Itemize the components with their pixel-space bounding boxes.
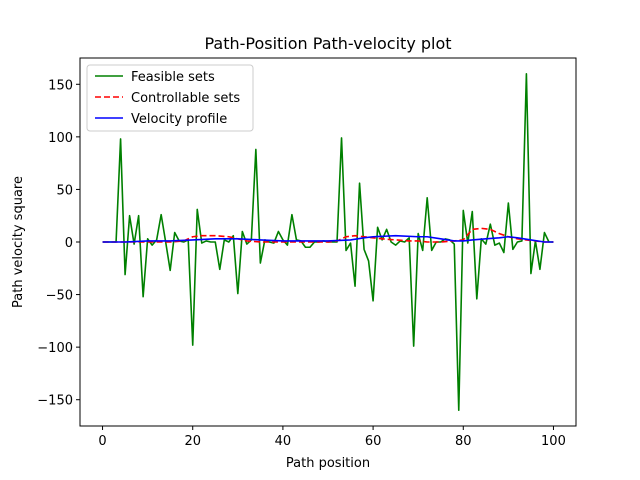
y-tick-label: 150	[48, 78, 73, 93]
y-tick-label: −50	[46, 289, 73, 304]
legend-label-2: Controllable sets	[131, 91, 240, 106]
x-tick-label: 80	[455, 434, 472, 449]
axes: 0 20 40 60 80 100 −150 −100 −50 0 50 100 150	[37, 57, 577, 449]
x-tick-label: 20	[184, 434, 201, 449]
legend: Feasible sets Controllable sets Velocity p…	[86, 64, 254, 132]
y-tick-label: 100	[48, 131, 73, 146]
legend-box	[86, 64, 254, 132]
x-tick-label: 100	[541, 434, 566, 449]
legend-label-3: Velocity profile	[131, 112, 227, 127]
chart-title: Path-Position Path-velocity plot	[204, 34, 451, 53]
x-tick-label: 40	[275, 434, 292, 449]
x-axis-title: Path position	[286, 456, 370, 471]
x-tick-label: 60	[365, 434, 382, 449]
legend-label-1: Feasible sets	[131, 70, 215, 85]
y-tick-label: 50	[56, 183, 73, 198]
y-tick-label: −150	[37, 394, 73, 409]
series-line-3	[102, 234, 554, 243]
series-line-2	[102, 227, 554, 243]
plot-area	[102, 72, 554, 412]
y-tick-label: −100	[37, 341, 73, 356]
x-tick-label: 0	[98, 434, 106, 449]
y-tick-label: 0	[65, 236, 73, 251]
y-axis-title: Path velocity square	[11, 176, 26, 308]
